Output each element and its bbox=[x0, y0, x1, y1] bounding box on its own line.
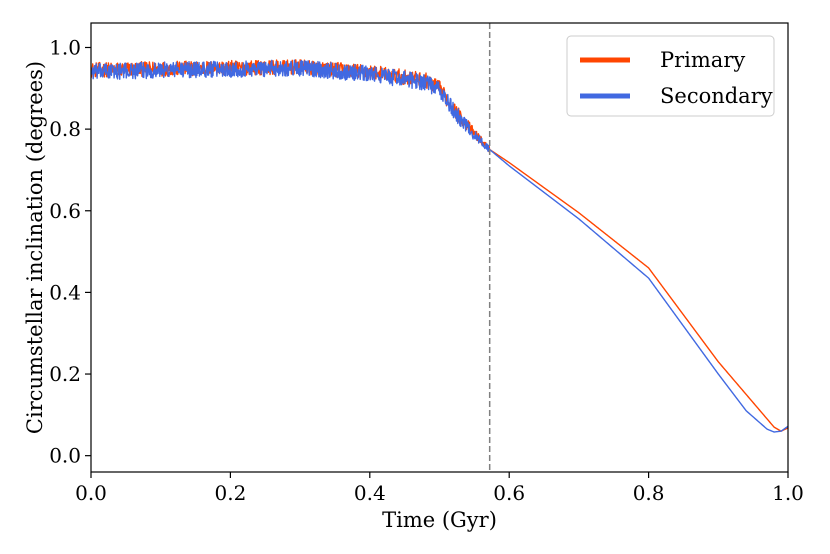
plot-frame bbox=[90, 22, 789, 473]
y-axis-label: Circumstellar inclination (degrees) bbox=[23, 61, 47, 434]
series-line-secondary bbox=[91, 59, 788, 433]
legend: Primary Secondary bbox=[566, 35, 775, 117]
y-tick-label: 0.4 bbox=[49, 280, 81, 304]
x-tick-label: 1.0 bbox=[772, 481, 804, 505]
y-tick-label: 0.0 bbox=[49, 444, 81, 468]
x-axis-ticks: 0.0 0.2 0.4 0.6 0.8 1.0 bbox=[75, 472, 804, 505]
y-tick-label: 0.8 bbox=[49, 117, 81, 141]
x-tick-label: 0.0 bbox=[75, 481, 107, 505]
y-axis-ticks: 0.0 0.2 0.4 0.6 0.8 1.0 bbox=[49, 35, 91, 468]
x-tick-label: 0.8 bbox=[633, 481, 665, 505]
y-tick-label: 0.6 bbox=[49, 199, 81, 223]
x-tick-label: 0.6 bbox=[493, 481, 525, 505]
x-tick-label: 0.4 bbox=[354, 481, 386, 505]
y-tick-label: 1.0 bbox=[49, 35, 81, 59]
legend-label-primary: Primary bbox=[660, 48, 745, 72]
x-tick-label: 0.2 bbox=[214, 481, 246, 505]
y-tick-label: 0.2 bbox=[49, 362, 81, 386]
legend-label-secondary: Secondary bbox=[660, 84, 773, 108]
series-layer bbox=[91, 59, 788, 433]
x-axis-label: Time (Gyr) bbox=[382, 508, 497, 532]
